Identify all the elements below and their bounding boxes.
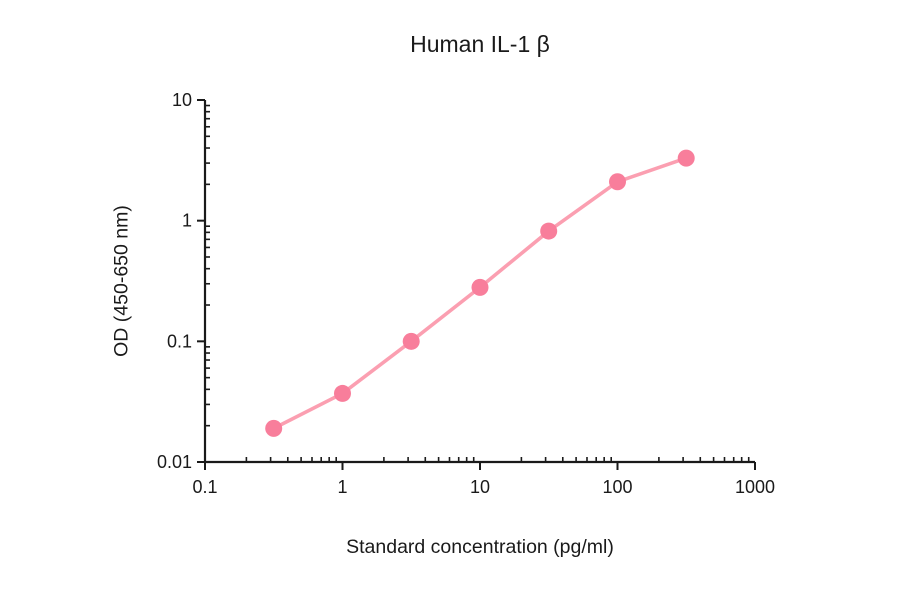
y-tick-label: 1	[182, 211, 192, 231]
x-axis-label: Standard concentration (pg/ml)	[346, 536, 614, 558]
chart-title: Human IL-1 β	[410, 31, 550, 57]
y-tick-label: 0.01	[157, 452, 192, 472]
data-point	[540, 222, 558, 240]
x-tick-label: 0.1	[192, 477, 217, 497]
x-tick-label: 1	[337, 477, 347, 497]
data-point	[471, 278, 489, 296]
x-tick-label: 10	[470, 477, 490, 497]
data-point	[265, 419, 283, 437]
data-point	[402, 332, 420, 350]
y-tick-label: 10	[172, 90, 192, 110]
data-point	[334, 384, 351, 402]
x-tick-label: 1000	[735, 477, 775, 497]
data-point	[677, 149, 695, 167]
y-tick-label: 0.1	[167, 331, 192, 351]
x-tick-label: 100	[602, 477, 632, 497]
data-point	[609, 173, 626, 191]
